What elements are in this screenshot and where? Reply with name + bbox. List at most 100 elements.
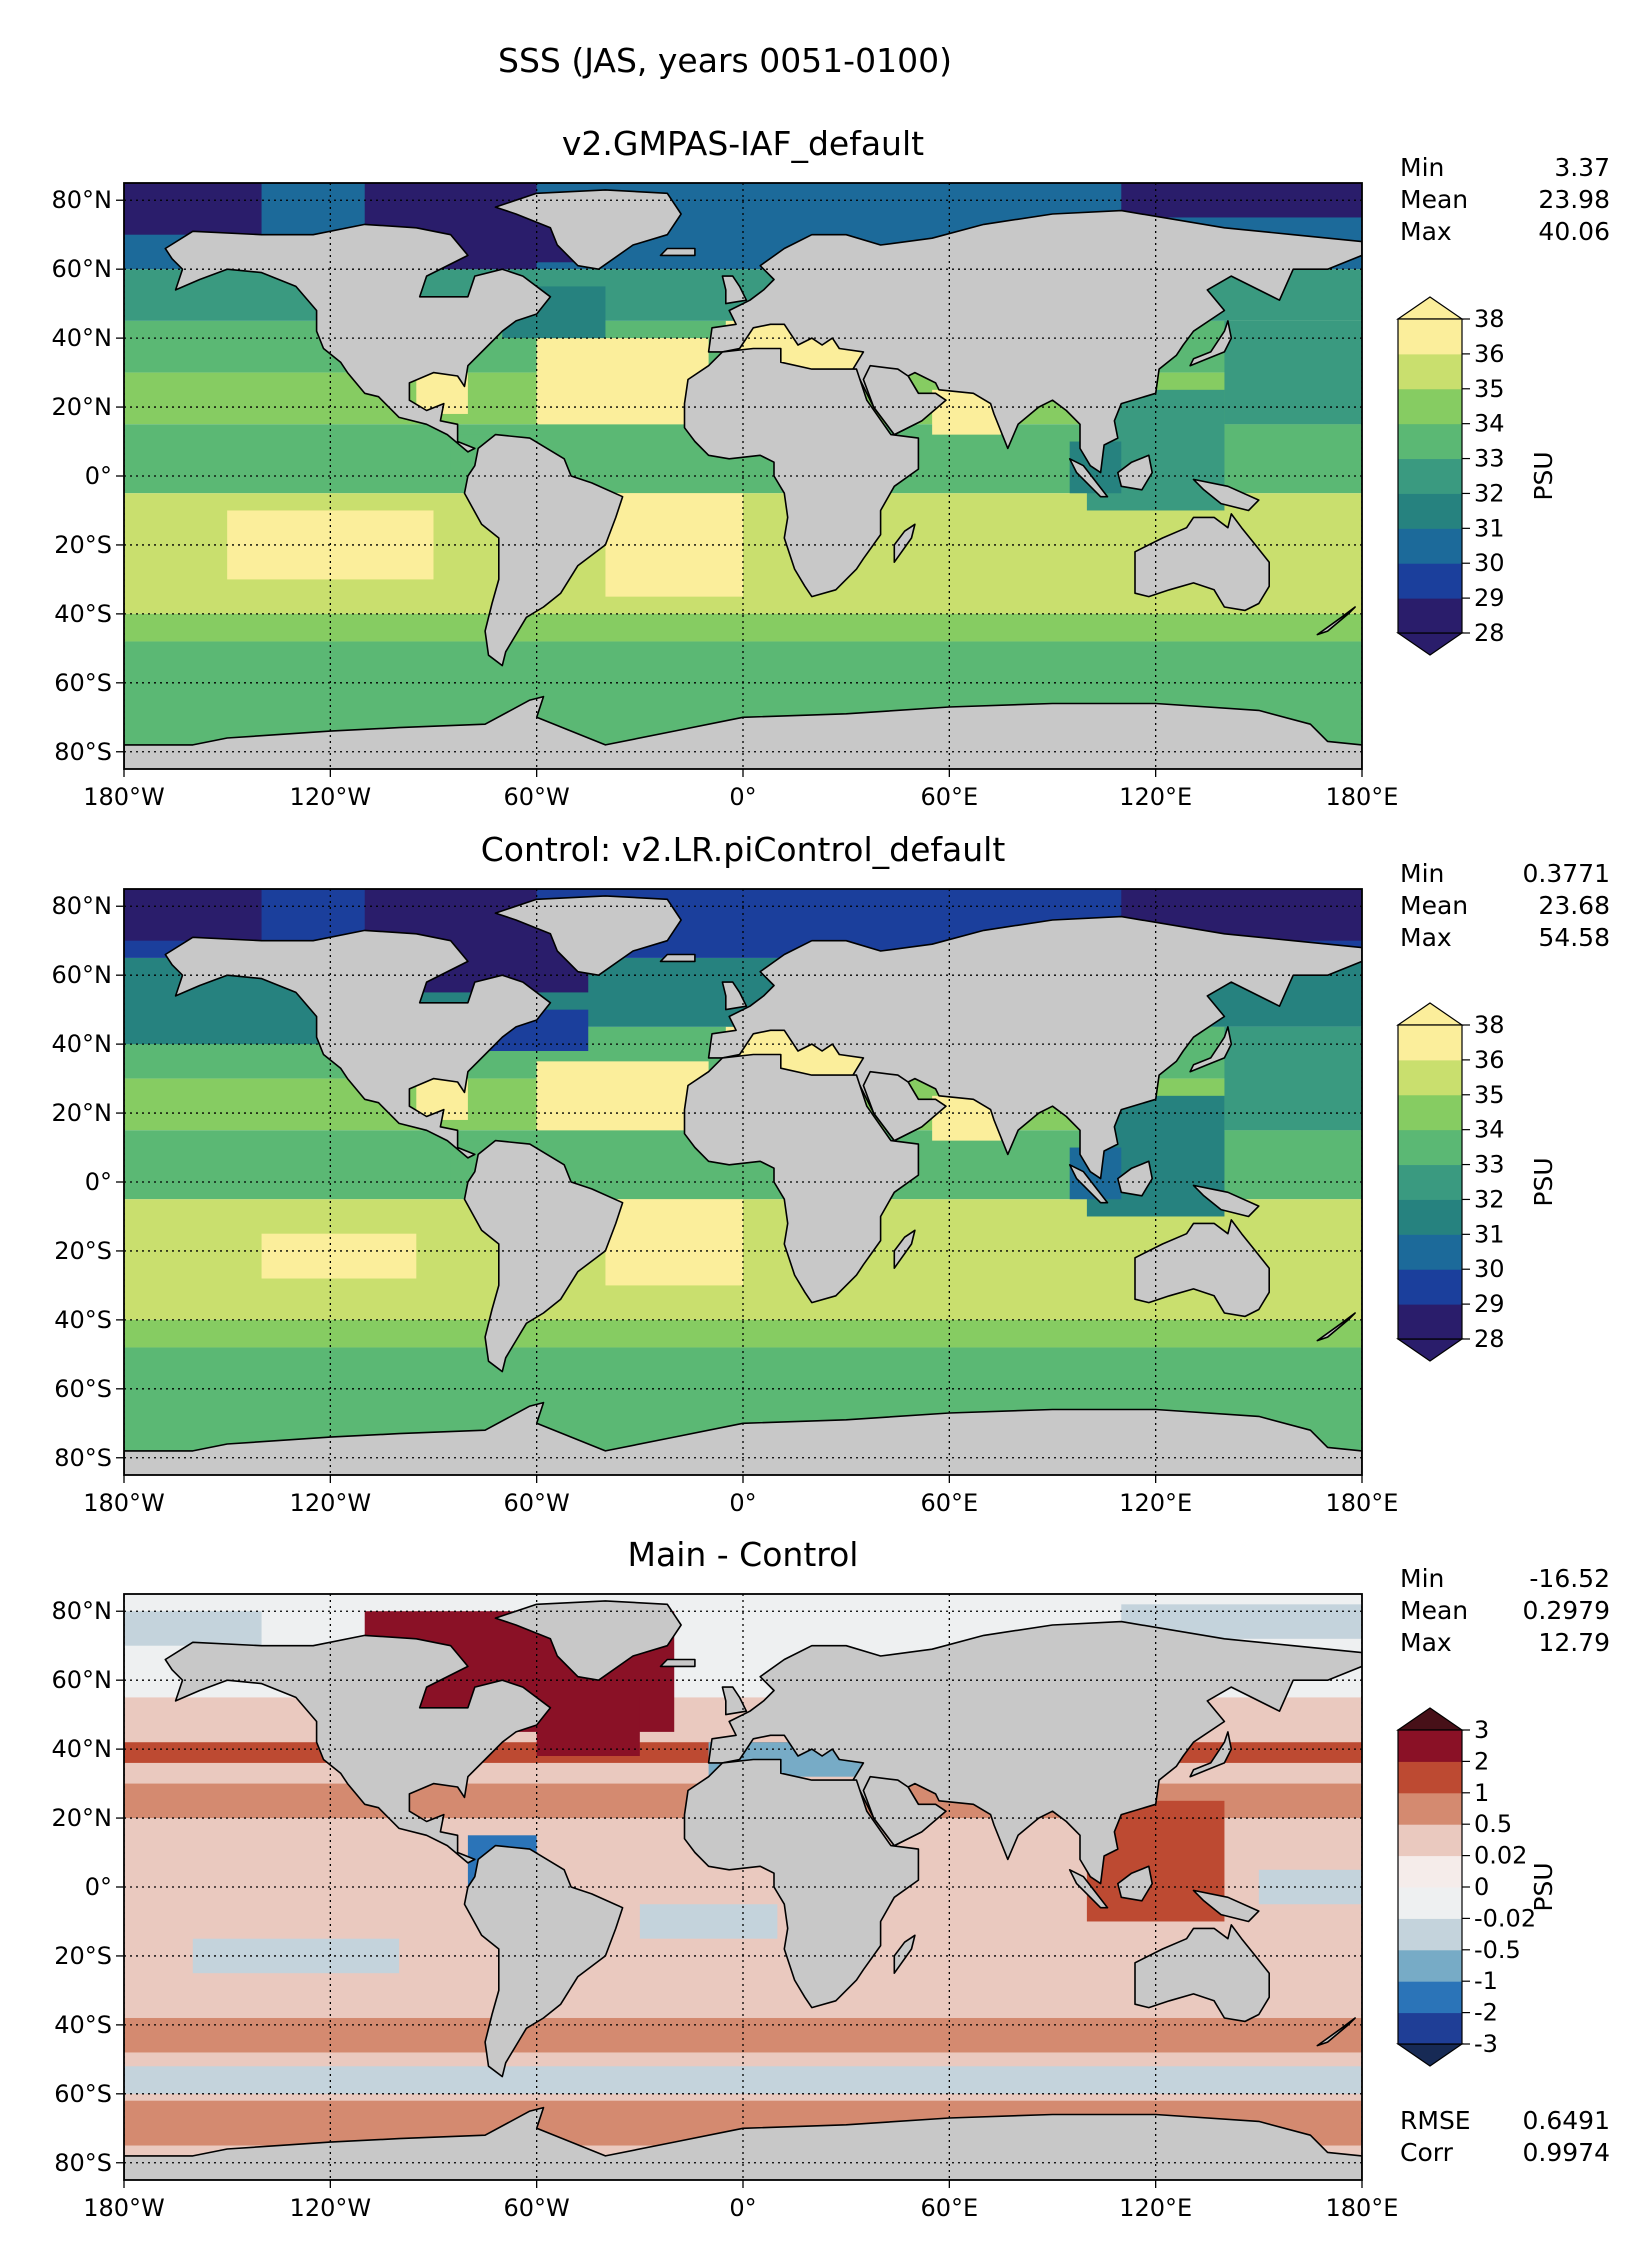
land-mass <box>721 981 748 1011</box>
colorbar-tick-label: 0.5 <box>1474 1810 1512 1838</box>
land-mass <box>124 2106 1362 2180</box>
ocean-field <box>1258 1869 1362 1905</box>
ocean-field <box>124 183 262 235</box>
land-mass <box>164 223 552 453</box>
colorbar-tick-label: 0 <box>1474 1873 1489 1901</box>
colorbar-tick-label: 2 <box>1474 1747 1489 1775</box>
map-panel: v2.GMPAS-IAF_default 80°N 60°N 40°N 20°N 0° 20… <box>52 124 1611 811</box>
land-mass <box>893 523 916 563</box>
colorbar-segment <box>1398 1792 1462 1825</box>
y-tick-label: 80°N <box>52 1597 113 1625</box>
land-mass <box>862 1775 947 1847</box>
stat-value: 3.37 <box>1554 153 1610 182</box>
colorbar-tick-label: 34 <box>1474 1116 1505 1144</box>
land-mass <box>1117 1160 1153 1197</box>
map-area <box>124 183 1362 769</box>
land-mass <box>862 1070 947 1142</box>
x-tick-label: 60°W <box>504 2194 570 2222</box>
colorbar-segment <box>1398 458 1462 494</box>
land-mass <box>862 364 947 436</box>
land-mass <box>683 347 920 598</box>
x-tick-label: 180°E <box>1326 783 1399 811</box>
y-tick-label: 20°N <box>52 1804 113 1832</box>
map-area <box>124 889 1362 1475</box>
stat-value: 23.68 <box>1538 891 1610 920</box>
colorbar-segment <box>1398 1094 1462 1131</box>
land-mass <box>463 1139 624 1373</box>
x-tick-label: 120°E <box>1119 1489 1192 1517</box>
land-mass <box>124 1401 1362 1475</box>
colorbar-segment <box>1398 1025 1462 1061</box>
colorbar-extend-high <box>1396 1707 1464 1731</box>
land-mass <box>1316 1312 1356 1342</box>
colorbar-extend-low <box>1396 632 1464 656</box>
y-tick-label: 0° <box>85 1168 112 1196</box>
colorbar-segment <box>1398 1129 1462 1166</box>
ocean-field <box>639 1904 778 1939</box>
colorbar-extend-low <box>1396 2043 1464 2067</box>
stat-value: 0.2979 <box>1523 1596 1610 1625</box>
colorbar-tick-label: 30 <box>1474 549 1505 577</box>
land-mass <box>1192 1889 1260 1923</box>
land-mass <box>494 1600 682 1681</box>
stat-value: 40.06 <box>1538 217 1610 246</box>
ocean-field <box>536 338 709 425</box>
x-tick-label: 0° <box>729 783 756 811</box>
land-mass <box>1192 478 1260 512</box>
land-mass <box>893 1229 916 1269</box>
colorbar-tick-label: 30 <box>1474 1255 1505 1283</box>
colorbar-tick-label: -0.02 <box>1474 1904 1536 1932</box>
ocean-field <box>536 1061 709 1131</box>
colorbar-tick-label: 32 <box>1474 479 1505 507</box>
colorbar-tick-label: 31 <box>1474 514 1505 542</box>
x-tick-label: 120°W <box>290 1489 372 1517</box>
colorbar-tick-label: 38 <box>1474 305 1505 333</box>
x-tick-label: 60°W <box>504 1489 570 1517</box>
colorbar-tick-label: 33 <box>1474 445 1505 473</box>
x-tick-label: 120°E <box>1119 783 1192 811</box>
colorbar-tick-label: -3 <box>1474 2030 1498 2058</box>
stat-label: Max <box>1400 1628 1452 1657</box>
stat-label: RMSE <box>1400 2106 1471 2135</box>
land-mass <box>683 1053 920 1304</box>
x-tick-label: 0° <box>729 2194 756 2222</box>
y-tick-label: 0° <box>85 462 112 490</box>
colorbar-tick-label: 28 <box>1474 619 1505 647</box>
panel-title: Main - Control <box>628 1535 859 1574</box>
land-mass <box>1134 1924 1270 2023</box>
colorbar-tick-label: -0.5 <box>1474 1936 1521 1964</box>
land-mass <box>721 1686 748 1716</box>
x-tick-label: 180°W <box>83 1489 165 1517</box>
land-mass <box>1316 606 1356 636</box>
colorbar-tick-label: 35 <box>1474 1081 1505 1109</box>
panel-title: Control: v2.LR.piControl_default <box>481 830 1006 869</box>
colorbar-tick-label: 0.02 <box>1474 1842 1527 1870</box>
x-tick-label: 120°E <box>1119 2194 1192 2222</box>
y-tick-label: 60°N <box>52 255 113 283</box>
land-mass <box>1189 1026 1233 1073</box>
stat-label: Mean <box>1400 1596 1468 1625</box>
ocean-field <box>124 1611 262 1646</box>
ocean-field <box>124 889 262 941</box>
land-mass <box>1192 1184 1260 1218</box>
land-mass <box>1068 1164 1109 1204</box>
colorbar-segment <box>1398 388 1462 425</box>
colorbar-segment <box>1398 563 1462 599</box>
colorbar-segment <box>1398 1304 1462 1340</box>
colorbar-segment <box>1398 319 1462 355</box>
stat-value: 54.58 <box>1538 923 1610 952</box>
colorbar-segment <box>1398 2012 1462 2045</box>
y-tick-label: 40°N <box>52 1735 113 1763</box>
colorbar-tick-label: 38 <box>1474 1011 1505 1039</box>
y-tick-label: 20°N <box>52 1099 113 1127</box>
stat-label: Corr <box>1400 2138 1454 2167</box>
land-mass <box>1189 320 1233 367</box>
land-mass <box>494 895 682 976</box>
stat-value: 12.79 <box>1538 1628 1610 1657</box>
colorbar-label: PSU <box>1529 451 1558 500</box>
colorbar-tick-label: 34 <box>1474 410 1505 438</box>
stat-value: -16.52 <box>1529 1564 1610 1593</box>
ocean-field <box>192 1938 400 1974</box>
colorbar-tick-label: -2 <box>1474 1999 1498 2027</box>
